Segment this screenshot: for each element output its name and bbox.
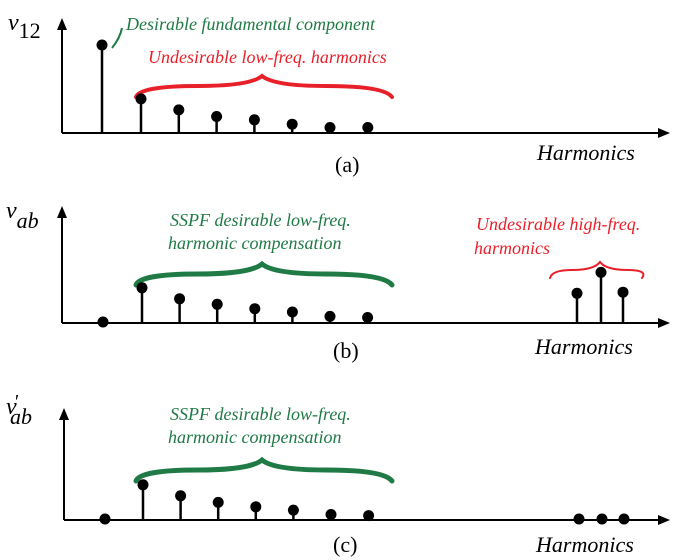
panel-c-caption: (c) bbox=[333, 532, 357, 557]
low-harmonic-stem-dot bbox=[250, 501, 262, 513]
low-harmonic-stem-dot bbox=[286, 118, 298, 130]
low-harmonic-stem-dot bbox=[324, 122, 336, 133]
fundamental-stem-dot bbox=[99, 513, 111, 525]
fundamental-note: Desirable fundamental component bbox=[125, 14, 376, 34]
low-harmonics-note: Undesirable low-freq. harmonics bbox=[148, 47, 387, 67]
low-harmonic-stem-dot bbox=[136, 282, 148, 294]
panel-a-brace bbox=[134, 73, 394, 99]
panel-b-ylabel: vab bbox=[6, 198, 39, 233]
panel-b-green-brace bbox=[133, 260, 395, 288]
low-harmonic-stem-dot bbox=[324, 310, 336, 322]
low-harmonic-stem-dot bbox=[211, 298, 223, 310]
low-harmonic-stem-dot bbox=[212, 496, 224, 508]
panel-b-caption: (b) bbox=[333, 338, 359, 363]
panel-c-xlabel: Harmonics bbox=[535, 532, 634, 557]
panel-b-low-note-line2: harmonic compensation bbox=[168, 233, 341, 253]
panel-b-xlabel: Harmonics bbox=[534, 334, 633, 359]
low-harmonic-stem-dot bbox=[211, 111, 223, 122]
panel-c-y-arrow bbox=[59, 408, 69, 420]
panel-a-y-arrow bbox=[57, 18, 67, 30]
panel-c-ylabel: v' ab bbox=[6, 391, 32, 429]
low-harmonic-stem-dot bbox=[287, 504, 299, 516]
low-harmonic-stem-dot bbox=[173, 104, 185, 116]
panel-c-low-note-line2: harmonic compensation bbox=[168, 427, 341, 447]
low-harmonic-stem-dot bbox=[135, 93, 147, 105]
high-harmonic-stem-dot bbox=[573, 513, 585, 525]
panel-a: v12 (a) Harmonics Desirable fundamental … bbox=[8, 10, 670, 177]
low-harmonic-stem-dot bbox=[362, 122, 374, 133]
high-harmonic-stem-dot bbox=[617, 286, 629, 298]
low-harmonic-stem-dot bbox=[363, 510, 375, 522]
low-harmonic-stem-dot bbox=[175, 490, 187, 502]
low-harmonic-stem-dot bbox=[248, 114, 260, 126]
fundamental-stem-dot bbox=[96, 39, 108, 51]
fundamental-stem-dot bbox=[97, 316, 109, 328]
panel-b-low-note-line1: SSPF desirable low-freq. bbox=[170, 210, 351, 230]
high-harmonic-stem-dot bbox=[571, 287, 583, 299]
panel-b-stems bbox=[97, 266, 629, 328]
panel-b: vab (b) Harmonics SSPF desirable low-fre… bbox=[6, 198, 670, 363]
panel-b-high-note-line2: harmonics bbox=[474, 238, 550, 258]
panel-c-stems bbox=[99, 479, 630, 525]
high-harmonic-stem-dot bbox=[595, 266, 607, 278]
low-harmonic-stem-dot bbox=[325, 509, 337, 520]
low-harmonic-stem-dot bbox=[362, 312, 374, 323]
panel-c-x-arrow bbox=[658, 515, 670, 525]
panel-b-x-arrow bbox=[658, 318, 670, 328]
panel-b-y-arrow bbox=[57, 206, 67, 218]
panel-a-caption: (a) bbox=[335, 152, 359, 177]
low-harmonic-stem-dot bbox=[137, 479, 149, 491]
fundamental-pointer bbox=[111, 27, 123, 49]
low-harmonic-stem-dot bbox=[286, 306, 298, 318]
high-harmonic-stem-dot bbox=[618, 513, 630, 525]
panel-a-ylabel: v12 bbox=[8, 10, 41, 43]
panel-c-low-note-line1: SSPF desirable low-freq. bbox=[170, 404, 351, 424]
panel-c: v' ab (c) Harmonics SSPF desirable low-fr… bbox=[6, 391, 670, 557]
panel-a-xlabel: Harmonics bbox=[536, 140, 635, 165]
panel-a-stems bbox=[96, 39, 374, 133]
high-harmonic-stem-dot bbox=[596, 513, 608, 525]
panel-b-high-note-line1: Undesirable high-freq. bbox=[476, 214, 640, 234]
panel-c-green-brace bbox=[133, 456, 395, 484]
low-harmonic-stem-dot bbox=[174, 293, 186, 305]
panel-b-red-brace bbox=[549, 260, 645, 279]
low-harmonic-stem-dot bbox=[249, 303, 261, 315]
panel-a-x-arrow bbox=[658, 128, 670, 138]
